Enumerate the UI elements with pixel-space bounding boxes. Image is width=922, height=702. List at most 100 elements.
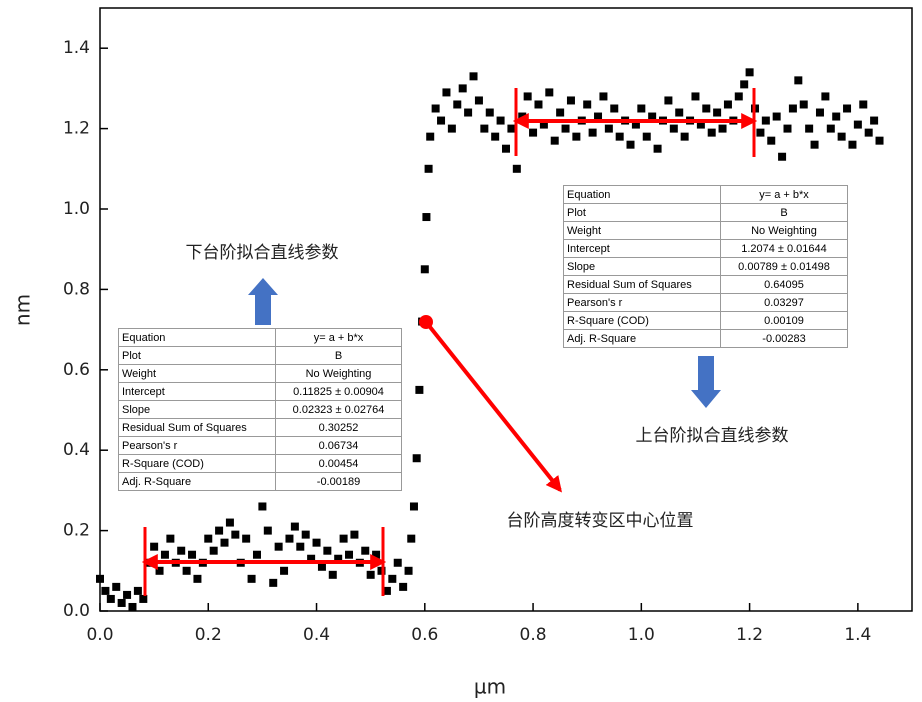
data-point <box>231 530 240 539</box>
data-point <box>626 140 635 149</box>
data-point <box>150 542 159 551</box>
table-value: 0.03297 <box>720 293 848 312</box>
table-value: -0.00189 <box>275 472 402 491</box>
data-point <box>843 104 852 113</box>
table-row: Equation y= a + b*x <box>118 328 402 347</box>
data-point <box>523 92 532 101</box>
data-point <box>285 534 294 543</box>
data-point <box>101 586 110 595</box>
table-row: Adj. R-Square -0.00283 <box>563 329 848 348</box>
data-point <box>409 502 418 511</box>
data-point <box>599 92 608 101</box>
table-value: 0.11825 ± 0.00904 <box>275 382 402 401</box>
y-tick-label: 1.0 <box>63 199 90 219</box>
table-row: Intercept 1.2074 ± 0.01644 <box>563 239 848 258</box>
data-point <box>133 586 142 595</box>
table-value: -0.00283 <box>720 329 848 348</box>
data-point <box>447 124 456 133</box>
data-point <box>177 546 186 555</box>
data-point <box>323 546 332 555</box>
table-row: Intercept 0.11825 ± 0.00904 <box>118 382 402 401</box>
data-point <box>442 88 451 97</box>
data-point <box>274 542 283 551</box>
table-value: 0.00454 <box>275 454 402 473</box>
table-label: Equation <box>563 185 721 204</box>
data-point <box>464 108 473 117</box>
data-point <box>469 72 478 81</box>
data-point <box>583 100 592 109</box>
table-value: 0.06734 <box>275 436 402 455</box>
table-label: Adj. R-Square <box>563 329 721 348</box>
data-point <box>702 104 711 113</box>
data-point <box>794 76 803 85</box>
data-point <box>788 104 797 113</box>
upper-fit-table: Equation y= a + b*x Plot B Weight No Weightin… <box>563 185 848 348</box>
y-tick-label: 0.0 <box>63 601 90 621</box>
table-row: Pearson's r 0.03297 <box>563 293 848 312</box>
x-tick-label: 0.0 <box>86 625 113 645</box>
data-point <box>799 100 808 109</box>
data-point <box>637 104 646 113</box>
table-label: Plot <box>118 346 276 365</box>
table-value: y= a + b*x <box>720 185 848 204</box>
table-value: B <box>275 346 402 365</box>
data-point <box>761 116 770 125</box>
data-point <box>848 140 857 149</box>
table-value: 0.00789 ± 0.01498 <box>720 257 848 276</box>
table-value: B <box>720 203 848 222</box>
data-point <box>561 124 570 133</box>
table-value: No Weighting <box>275 364 402 383</box>
data-point <box>328 570 337 579</box>
data-point <box>345 550 354 559</box>
data-point <box>188 550 197 559</box>
data-point <box>424 164 433 173</box>
data-point <box>372 550 381 559</box>
data-point <box>426 132 435 141</box>
data-point <box>220 538 229 547</box>
y-tick-label: 0.4 <box>63 440 90 460</box>
lower-fit-table: Equation y= a + b*x Plot B Weight No Weightin… <box>118 328 402 491</box>
data-point <box>653 144 662 153</box>
data-point <box>610 104 619 113</box>
data-point <box>458 84 467 93</box>
data-point <box>399 582 408 591</box>
data-point <box>502 144 510 153</box>
table-row: Slope 0.02323 ± 0.02764 <box>118 400 402 419</box>
data-point <box>258 502 267 511</box>
y-tick-label: 1.2 <box>63 119 90 139</box>
data-point <box>117 598 126 607</box>
data-point <box>566 96 575 105</box>
data-point <box>756 128 765 137</box>
data-point <box>204 534 213 543</box>
data-point <box>366 570 375 579</box>
table-row: Adj. R-Square -0.00189 <box>118 472 402 491</box>
data-point <box>361 546 370 555</box>
x-tick-label: 1.0 <box>628 625 655 645</box>
data-point <box>529 128 538 137</box>
data-point <box>280 566 289 575</box>
table-label: Intercept <box>563 239 721 258</box>
table-label: Weight <box>118 364 276 383</box>
data-point <box>815 108 824 117</box>
data-point <box>832 112 841 121</box>
data-point <box>783 124 792 133</box>
table-row: R-Square (COD) 0.00454 <box>118 454 402 473</box>
table-label: Pearson's r <box>118 436 276 455</box>
data-point <box>707 128 716 137</box>
y-axis-label: nm <box>11 294 35 326</box>
data-point <box>252 550 261 559</box>
data-point <box>680 132 689 141</box>
data-point <box>767 136 776 145</box>
data-point <box>296 542 305 551</box>
table-label: Slope <box>118 400 276 419</box>
lower-label: 下台阶拟合直线参数 <box>186 243 339 263</box>
table-label: Equation <box>118 328 276 347</box>
table-value: y= a + b*x <box>275 328 402 347</box>
data-point <box>350 530 359 539</box>
data-point <box>853 120 862 129</box>
data-point <box>106 594 115 603</box>
data-point <box>870 116 879 125</box>
data-point <box>160 550 169 559</box>
